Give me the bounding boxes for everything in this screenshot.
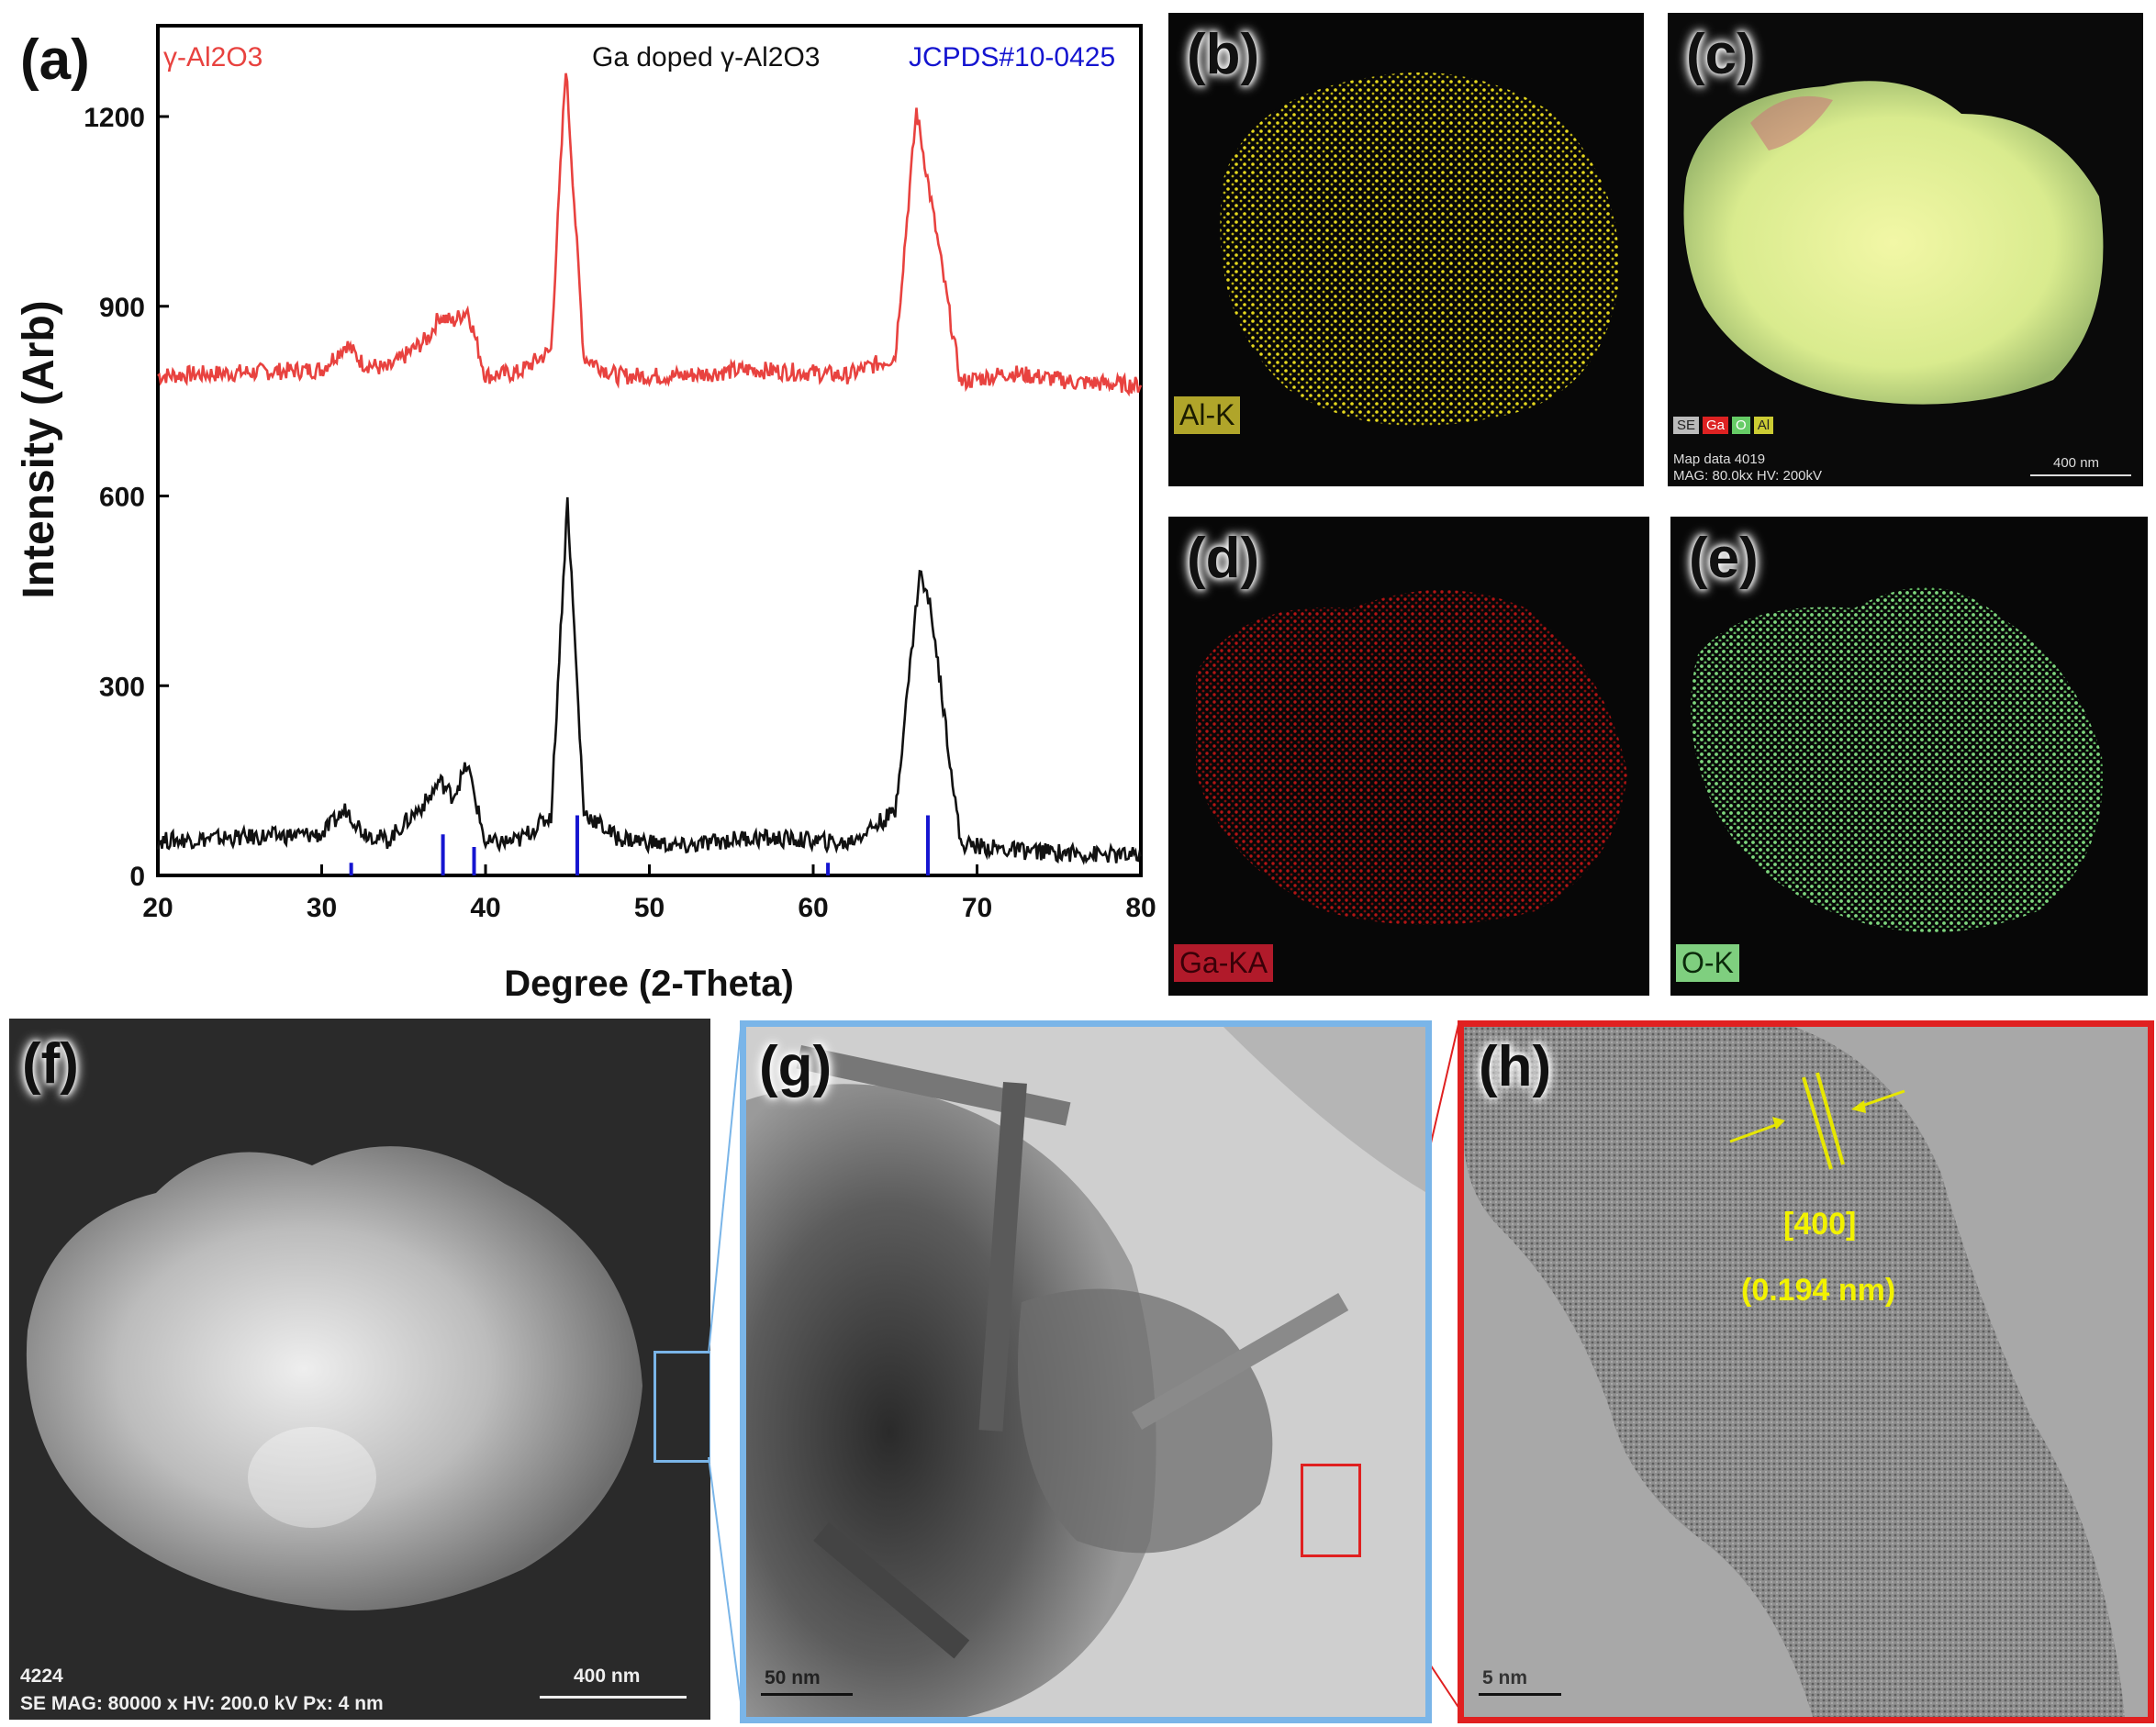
hrtem-scale-bar	[1479, 1693, 1561, 1696]
map-al-k: Al-K (b)	[1168, 13, 1644, 486]
map-o-k: O-K (e)	[1670, 517, 2148, 996]
panel-label-a: (a)	[20, 28, 90, 92]
panel-label-b: (b)	[1187, 23, 1260, 86]
y-axis-label: Intensity (Arb)	[15, 300, 63, 598]
ga-ka-label: Ga-KA	[1174, 944, 1274, 982]
stem-image: 4224 SE MAG: 80000 x HV: 200.0 kV Px: 4 …	[9, 1019, 710, 1720]
x-tick-label: 70	[962, 893, 992, 923]
x-axis-label: Degree (2-Theta)	[504, 964, 794, 1004]
legend-doped: Ga doped γ-Al2O3	[592, 42, 820, 72]
stem-particle	[26, 1146, 642, 1610]
stem-scale-bar	[540, 1696, 687, 1699]
tem-scale-label: 50 nm	[765, 1667, 821, 1688]
map-scale-label: 400 nm	[2053, 455, 2100, 471]
ga-ka-dots	[1196, 590, 1627, 925]
legend-o: O	[1732, 417, 1750, 434]
y-tick-label: 600	[99, 483, 145, 513]
map-ga-ka: Ga-KA (d)	[1168, 517, 1649, 996]
panel-label-c: (c)	[1686, 23, 1756, 86]
y-tick-label: 0	[129, 862, 145, 892]
tem-image: 50 nm (g)	[740, 1020, 1432, 1723]
tem-scale-bar	[761, 1693, 853, 1696]
o-k-label: O-K	[1676, 944, 1739, 982]
hrtem-plane-label: [400]	[1783, 1207, 1857, 1242]
legend-se: SE	[1673, 417, 1700, 434]
tem-zoom-box	[1301, 1464, 1361, 1557]
map-overlay: SE Ga O Al Map data 4019 MAG: 80.0kx HV:…	[1668, 13, 2143, 486]
map-scale-bar	[2030, 474, 2131, 476]
xrd-chart: 0 300 600 900 1200 20 30 40 50 60 70 80 γ-Al2O3 Ga…	[15, 24, 1156, 1004]
series-line-doped	[156, 496, 1143, 865]
x-tick-label: 40	[470, 893, 500, 923]
panel-label-g: (g)	[759, 1035, 832, 1098]
x-tick-label: 80	[1125, 893, 1156, 923]
o-k-dots	[1691, 587, 2104, 932]
hrtem-scale-label: 5 nm	[1482, 1667, 1528, 1688]
stem-zoom-box	[654, 1351, 710, 1463]
x-tick-label: 50	[634, 893, 665, 923]
legend-ga: Ga	[1703, 417, 1729, 434]
legend-al: Al	[1753, 417, 1774, 434]
x-tick-label: 30	[307, 893, 337, 923]
hrtem-image: [400] (0.194 nm) 5 nm (h)	[1458, 1020, 2154, 1723]
y-tick-label: 1200	[84, 103, 145, 133]
overlay-legend: SE Ga O Al	[1673, 417, 1774, 434]
map-info-2: MAG: 80.0kx HV: 200kV	[1673, 468, 1823, 484]
tem-particles	[746, 1027, 1425, 1717]
panel-label-d: (d)	[1187, 527, 1260, 590]
y-tick-label: 900	[99, 293, 145, 323]
al-k-label: Al-K	[1174, 396, 1241, 434]
panel-label-e: (e)	[1689, 527, 1759, 590]
hrtem-lattice	[1464, 1027, 2148, 1717]
overlay-blob	[1683, 81, 2104, 405]
x-tick-label: 20	[142, 893, 173, 923]
series-line-pure	[157, 72, 1143, 397]
xrd-chart-panel: 0 300 600 900 1200 20 30 40 50 60 70 80 γ-Al2O3 Ga…	[0, 0, 1156, 1009]
x-tick-label: 60	[798, 893, 828, 923]
legend-ref: JCPDS#10-0425	[909, 42, 1115, 72]
stem-info: SE MAG: 80000 x HV: 200.0 kV Px: 4 nm	[20, 1693, 384, 1714]
panel-label-f: (f)	[22, 1032, 79, 1096]
hrtem-spacing-label: (0.194 nm)	[1741, 1273, 1896, 1308]
plot-frame	[156, 24, 1143, 877]
al-k-dots	[1220, 72, 1620, 426]
y-tick-label: 300	[99, 672, 145, 702]
map-info-1: Map data 4019	[1673, 451, 1766, 467]
stem-image-id: 4224	[20, 1666, 63, 1687]
legend-pure: γ-Al2O3	[163, 42, 263, 72]
panel-label-h: (h)	[1479, 1035, 1552, 1098]
stem-scale-label: 400 nm	[574, 1666, 641, 1687]
